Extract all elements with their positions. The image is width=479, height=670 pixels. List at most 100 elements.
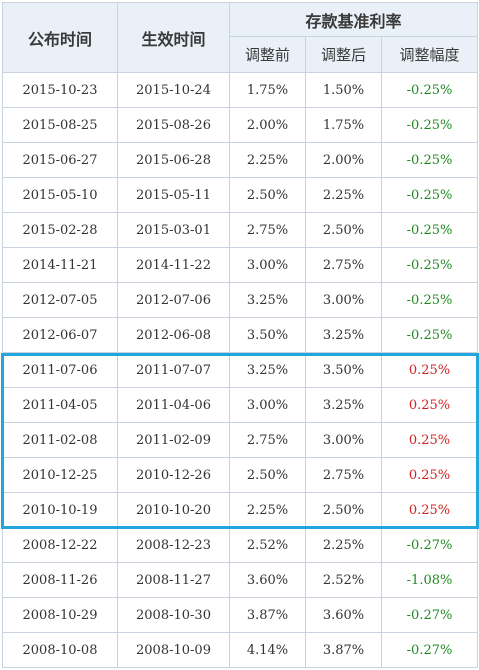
- cell-rate-before: 3.50%: [229, 317, 306, 353]
- table-row: 2015-10-23 2015-10-24 1.75% 1.50% -0.25%: [2, 72, 479, 108]
- table-row: 2015-02-28 2015-03-01 2.75% 2.50% -0.25%: [2, 212, 479, 248]
- cell-effective-date: 2012-07-06: [117, 282, 230, 318]
- table-row: 2015-06-27 2015-06-28 2.25% 2.00% -0.25%: [2, 142, 479, 178]
- cell-rate-change: -0.25%: [380, 177, 479, 213]
- header-before: 调整前: [229, 36, 306, 73]
- cell-rate-change: 0.25%: [380, 492, 479, 528]
- cell-rate-change: 0.25%: [380, 387, 479, 423]
- cell-announce-date: 2015-08-25: [2, 107, 118, 143]
- cell-announce-date: 2011-04-05: [2, 387, 118, 423]
- cell-announce-date: 2010-10-19: [2, 492, 118, 528]
- cell-effective-date: 2011-07-07: [117, 352, 230, 388]
- cell-announce-date: 2010-12-25: [2, 457, 118, 493]
- cell-rate-change: -0.25%: [380, 247, 479, 283]
- table-row: 2010-12-25 2010-12-26 2.50% 2.75% 0.25%: [2, 457, 479, 493]
- cell-rate-before: 2.00%: [229, 107, 306, 143]
- cell-announce-date: 2011-07-06: [2, 352, 118, 388]
- cell-rate-before: 3.25%: [229, 282, 306, 318]
- cell-effective-date: 2008-11-27: [117, 562, 230, 598]
- cell-announce-date: 2008-10-08: [2, 632, 118, 668]
- cell-effective-date: 2015-05-11: [117, 177, 230, 213]
- cell-rate-before: 1.75%: [229, 72, 306, 108]
- cell-announce-date: 2012-06-07: [2, 317, 118, 353]
- cell-effective-date: 2010-12-26: [117, 457, 230, 493]
- cell-rate-before: 2.25%: [229, 142, 306, 178]
- cell-rate-after: 3.25%: [305, 387, 382, 423]
- header-deposit-rate-group: 存款基准利率: [228, 2, 479, 37]
- cell-rate-change: -0.27%: [380, 527, 479, 563]
- cell-announce-date: 2014-11-21: [2, 247, 118, 283]
- cell-rate-after: 1.50%: [305, 72, 382, 108]
- cell-rate-change: -0.25%: [380, 107, 479, 143]
- cell-rate-before: 2.75%: [229, 212, 306, 248]
- cell-rate-after: 2.25%: [305, 527, 382, 563]
- cell-effective-date: 2015-08-26: [117, 107, 230, 143]
- cell-rate-after: 3.60%: [305, 597, 382, 633]
- table-row: 2012-07-05 2012-07-06 3.25% 3.00% -0.25%: [2, 282, 479, 318]
- cell-rate-change: -0.27%: [380, 632, 479, 668]
- table-row: 2014-11-21 2014-11-22 3.00% 2.75% -0.25%: [2, 247, 479, 283]
- header-after: 调整后: [305, 36, 382, 73]
- cell-effective-date: 2015-03-01: [117, 212, 230, 248]
- cell-rate-before: 3.00%: [229, 247, 306, 283]
- cell-effective-date: 2014-11-22: [117, 247, 230, 283]
- table-row: 2010-10-19 2010-10-20 2.25% 2.50% 0.25%: [2, 492, 479, 528]
- cell-announce-date: 2008-10-29: [2, 597, 118, 633]
- cell-rate-after: 3.00%: [305, 282, 382, 318]
- table-row: 2008-10-08 2008-10-09 4.14% 3.87% -0.27%: [2, 632, 479, 668]
- cell-rate-after: 2.75%: [305, 457, 382, 493]
- cell-announce-date: 2015-05-10: [2, 177, 118, 213]
- cell-effective-date: 2008-10-30: [117, 597, 230, 633]
- cell-rate-after: 2.25%: [305, 177, 382, 213]
- cell-rate-after: 3.25%: [305, 317, 382, 353]
- cell-announce-date: 2012-07-05: [2, 282, 118, 318]
- cell-rate-change: -0.25%: [380, 282, 479, 318]
- cell-announce-date: 2015-06-27: [2, 142, 118, 178]
- cell-effective-date: 2008-12-23: [117, 527, 230, 563]
- cell-rate-after: 2.75%: [305, 247, 382, 283]
- cell-announce-date: 2015-02-28: [2, 212, 118, 248]
- cell-announce-date: 2011-02-08: [2, 422, 118, 458]
- cell-rate-change: -0.25%: [380, 212, 479, 248]
- cell-effective-date: 2015-10-24: [117, 72, 230, 108]
- cell-rate-before: 2.75%: [229, 422, 306, 458]
- cell-rate-change: 0.25%: [380, 422, 479, 458]
- cell-effective-date: 2015-06-28: [117, 142, 230, 178]
- table-row: 2015-05-10 2015-05-11 2.50% 2.25% -0.25%: [2, 177, 479, 213]
- cell-rate-before: 4.14%: [229, 632, 306, 668]
- cell-rate-change: -0.27%: [380, 597, 479, 633]
- cell-announce-date: 2015-10-23: [2, 72, 118, 108]
- cell-rate-before: 2.50%: [229, 457, 306, 493]
- cell-rate-before: 2.52%: [229, 527, 306, 563]
- table-row: 2008-12-22 2008-12-23 2.52% 2.25% -0.27%: [2, 527, 479, 563]
- cell-rate-change: -0.25%: [380, 142, 479, 178]
- cell-rate-after: 2.50%: [305, 212, 382, 248]
- table-row: 2011-04-05 2011-04-06 3.00% 3.25% 0.25%: [2, 387, 479, 423]
- cell-rate-after: 3.00%: [305, 422, 382, 458]
- cell-rate-after: 2.00%: [305, 142, 382, 178]
- cell-rate-change: -1.08%: [380, 562, 479, 598]
- cell-effective-date: 2011-02-09: [117, 422, 230, 458]
- cell-rate-before: 3.60%: [229, 562, 306, 598]
- table-row: 2012-06-07 2012-06-08 3.50% 3.25% -0.25%: [2, 317, 479, 353]
- cell-announce-date: 2008-12-22: [2, 527, 118, 563]
- table-row: 2008-11-26 2008-11-27 3.60% 2.52% -1.08%: [2, 562, 479, 598]
- cell-rate-change: 0.25%: [380, 352, 479, 388]
- cell-rate-before: 3.25%: [229, 352, 306, 388]
- cell-rate-before: 3.00%: [229, 387, 306, 423]
- cell-rate-change: -0.25%: [380, 72, 479, 108]
- cell-rate-after: 2.52%: [305, 562, 382, 598]
- cell-rate-before: 3.87%: [229, 597, 306, 633]
- cell-rate-change: -0.25%: [380, 317, 479, 353]
- cell-rate-after: 3.50%: [305, 352, 382, 388]
- cell-rate-change: 0.25%: [380, 457, 479, 493]
- cell-announce-date: 2008-11-26: [2, 562, 118, 598]
- cell-rate-before: 2.50%: [229, 177, 306, 213]
- cell-rate-after: 3.87%: [305, 632, 382, 668]
- table-row: 2008-10-29 2008-10-30 3.87% 3.60% -0.27%: [2, 597, 479, 633]
- cell-rate-after: 1.75%: [305, 107, 382, 143]
- table-row: 2015-08-25 2015-08-26 2.00% 1.75% -0.25%: [2, 107, 479, 143]
- header-change: 调整幅度: [380, 36, 479, 73]
- table-row: 2011-07-06 2011-07-07 3.25% 3.50% 0.25%: [2, 352, 479, 388]
